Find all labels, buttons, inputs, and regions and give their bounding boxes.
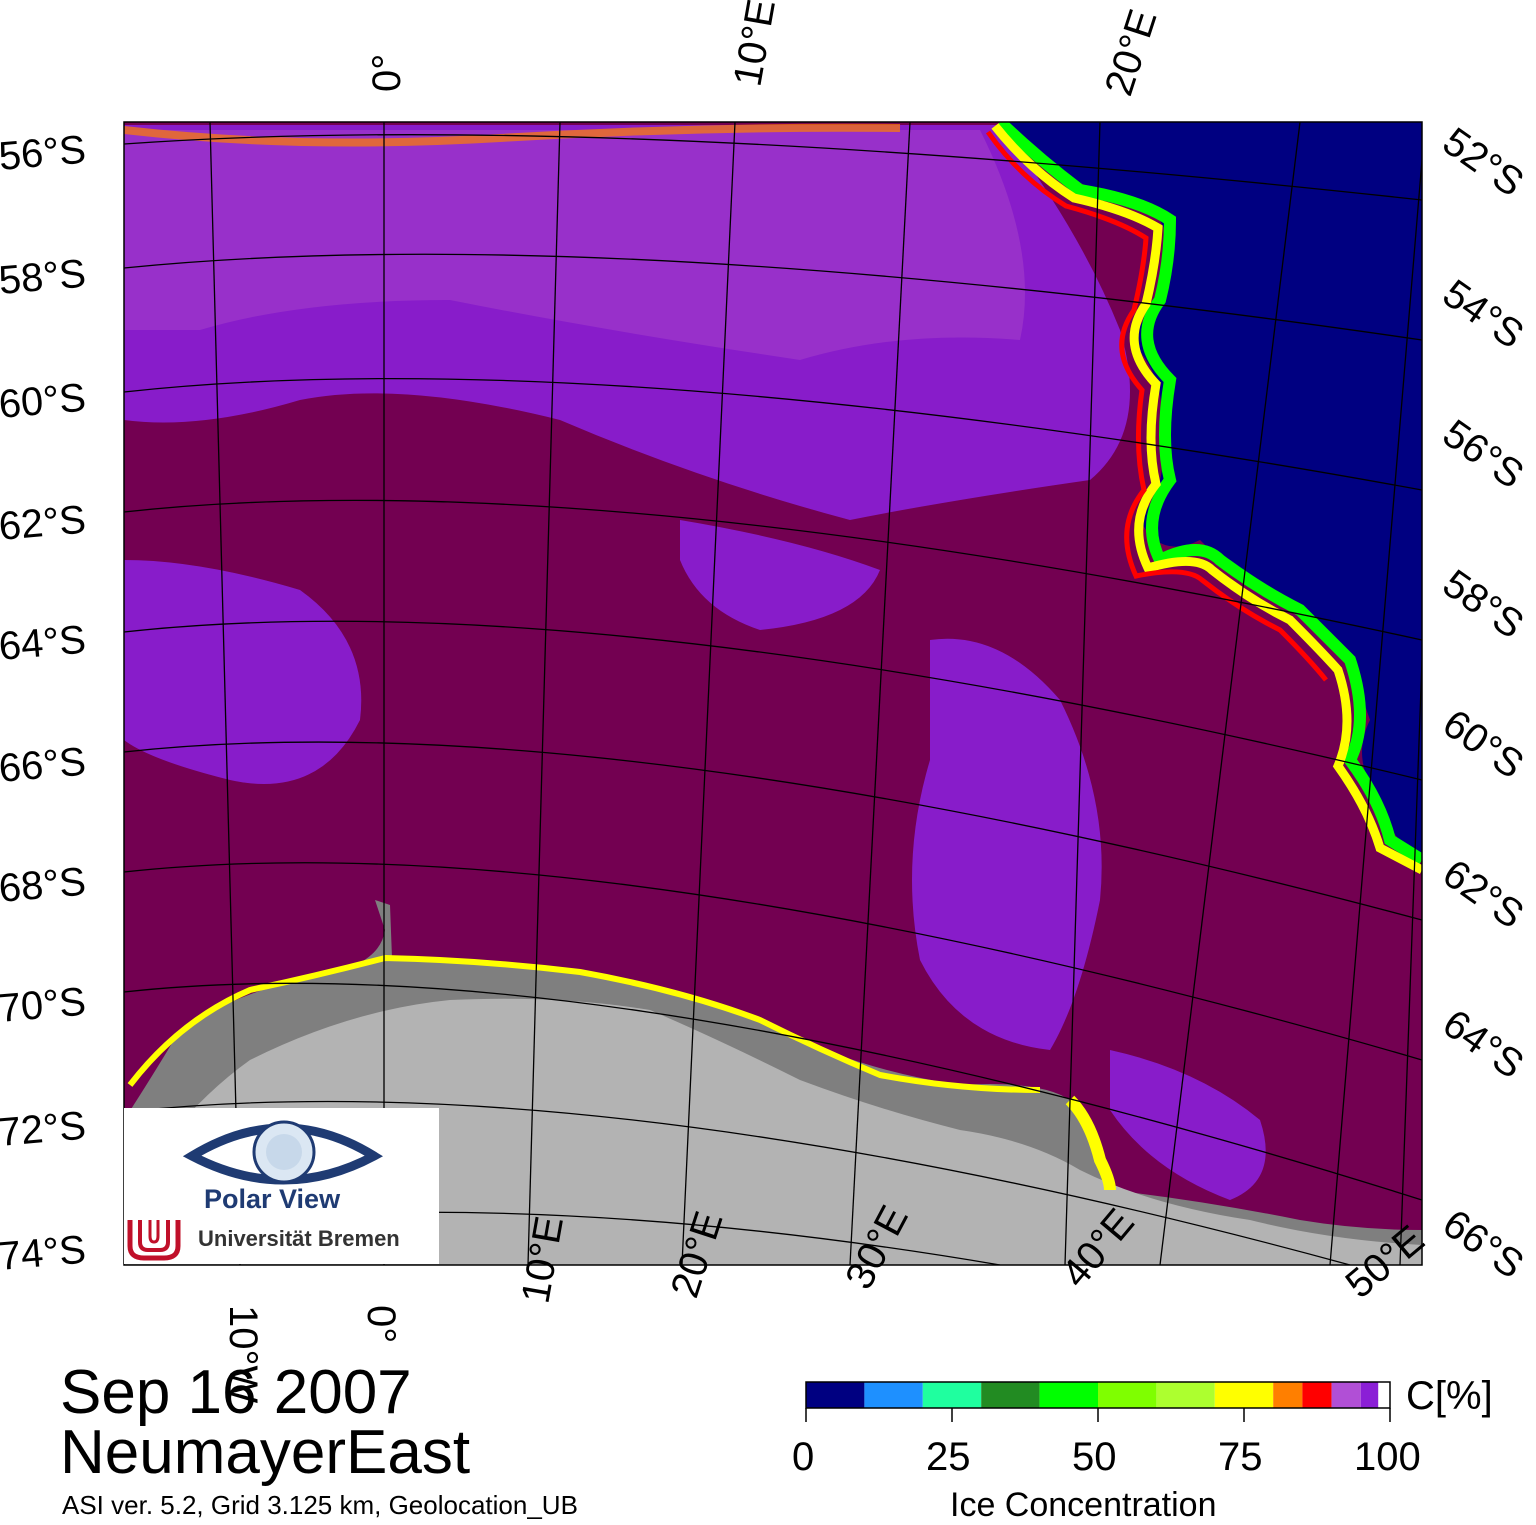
polar-view-logo: Polar View Universität Bremen	[124, 1108, 439, 1264]
colorbar-cell	[981, 1382, 1040, 1408]
colorbar-tick-label: 75	[1218, 1435, 1263, 1479]
left-lat-label: 70°S	[0, 980, 88, 1031]
ice-edge-yellow	[991, 123, 1422, 874]
ice-edge-green	[995, 122, 1422, 866]
colorbar-cell	[1273, 1382, 1303, 1408]
right-lat-label: 52°S	[1435, 119, 1532, 205]
colorbar-tick-label: 0	[792, 1435, 815, 1479]
right-lat-label: 66°S	[1435, 1201, 1532, 1287]
colorbar-cell	[1039, 1382, 1098, 1408]
colorbar-cell	[1156, 1382, 1215, 1408]
ice-edge-top-left	[124, 123, 901, 147]
right-lat-label: 58°S	[1435, 561, 1532, 647]
left-lat-label: 72°S	[0, 1104, 88, 1155]
open-ocean-area	[1000, 122, 1422, 860]
left-lat-label: 60°S	[0, 376, 88, 427]
coastal-ice-band	[127, 954, 1041, 1093]
logo-title: Polar View	[204, 1184, 341, 1214]
university-bremen-icon	[127, 1220, 181, 1261]
colorbar-cell	[1302, 1382, 1332, 1408]
bottom-lon-label: 10°W	[221, 1305, 265, 1403]
map-date: Sep 16 2007	[60, 1358, 412, 1427]
right-lat-label: 64°S	[1435, 1001, 1532, 1087]
colorbar-cell	[1098, 1382, 1157, 1408]
ice-concentration-patches	[124, 125, 1266, 1200]
colorbar-cell	[806, 1382, 865, 1408]
colorbar-tick-label: 100	[1354, 1435, 1421, 1479]
left-lat-label: 58°S	[0, 252, 88, 303]
bottom-lon-label: 0°	[359, 1305, 403, 1343]
top-lon-label: 20°E	[1097, 4, 1166, 101]
colorbar-cell	[1378, 1382, 1390, 1408]
map-frame	[123, 121, 1423, 1266]
ice-edge-red	[985, 130, 1328, 682]
colorbar-tick-label: 50	[1072, 1435, 1117, 1479]
longitude-grid	[209, 122, 1422, 1265]
right-lat-label: 60°S	[1435, 701, 1532, 787]
colorbar-axis-label: Ice Concentration	[950, 1486, 1217, 1524]
right-lat-label: 62°S	[1435, 851, 1532, 937]
footnote: ASI ver. 5.2, Grid 3.125 km, Geolocation…	[62, 1490, 578, 1520]
right-lat-label: 54°S	[1435, 271, 1532, 357]
left-lat-label: 62°S	[0, 498, 88, 549]
colorbar-tick-label: 25	[926, 1435, 971, 1479]
right-lat-label: 56°S	[1435, 411, 1532, 497]
colorbar-unit-label: C[%]	[1406, 1374, 1493, 1418]
left-lat-label: 56°S	[0, 128, 88, 179]
colorbar-cell	[1331, 1382, 1361, 1408]
region-name: NeumayerEast	[60, 1418, 471, 1487]
coastal-polynya	[1065, 1095, 1116, 1191]
left-lat-label: 68°S	[0, 860, 88, 911]
left-lat-label: 66°S	[0, 740, 88, 791]
left-lat-label: 74°S	[0, 1228, 88, 1279]
colorbar-cell	[1360, 1382, 1379, 1408]
land-area	[124, 998, 1422, 1265]
top-lon-label: 0°	[365, 54, 409, 92]
left-lat-label: 64°S	[0, 618, 88, 669]
colorbar-cell	[864, 1382, 923, 1408]
eye-icon	[127, 1120, 384, 1261]
colorbar-cell	[1214, 1382, 1274, 1408]
logo-subtitle: Universität Bremen	[198, 1226, 400, 1251]
colorbar-cell	[922, 1382, 982, 1408]
colorbar	[805, 1381, 1391, 1422]
top-lon-label: 10°E	[726, 0, 784, 90]
